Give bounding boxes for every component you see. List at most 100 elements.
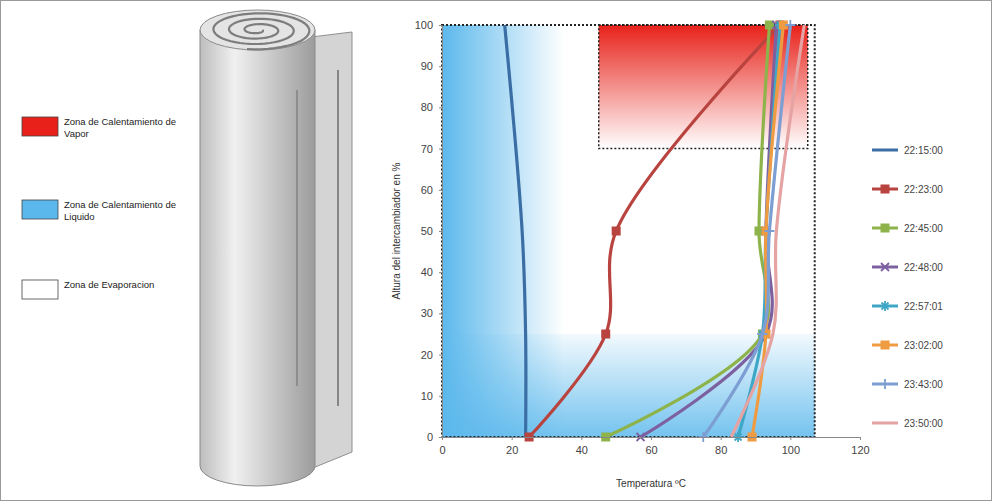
zone-label: Zona de Calentamiento deLiquido: [64, 199, 176, 222]
zone-frame: [442, 25, 815, 437]
zone-label-line: Zona de Calentamiento de: [64, 116, 176, 127]
zone-label-line: Zona de Evaporacion: [64, 279, 154, 290]
y-tick-mark: [439, 107, 442, 108]
x-tick-mark: [790, 437, 791, 440]
y-tick-label: 100: [415, 19, 433, 31]
legend-label: 22:48:00: [904, 262, 943, 273]
y-tick: 0: [427, 431, 442, 443]
chart-root: Zona de Calentamiento deVaporZona de Cal…: [0, 0, 992, 501]
x-tick-mark: [512, 437, 513, 440]
y-tick-mark: [439, 190, 442, 191]
x-tick: 60: [645, 437, 657, 456]
x-axis: 0 20 40 60 80 100 120: [439, 437, 869, 456]
cylinder-body: [200, 30, 315, 486]
series-point: [785, 20, 795, 30]
y-tick: 50: [421, 225, 442, 237]
y-tick-label: 10: [421, 390, 433, 402]
x-tick-label: 0: [439, 444, 445, 456]
series-line: [752, 25, 783, 437]
y-tick-mark: [439, 25, 442, 26]
y-tick-mark: [439, 396, 442, 397]
y-tick-label: 70: [421, 143, 433, 155]
x-tick-mark: [651, 437, 652, 440]
zone-label-line: Vapor: [64, 128, 89, 139]
y-tick: 100: [415, 19, 442, 31]
y-tick-label: 30: [421, 307, 433, 319]
legend-label: 22:23:00: [904, 184, 943, 195]
zone-swatch: [22, 200, 58, 219]
y-axis: 0 10 20 30 40 50 60 70 80 90 100: [415, 19, 443, 443]
x-tick-label: 60: [645, 444, 657, 456]
x-tick-mark: [581, 437, 582, 440]
x-tick: 20: [506, 437, 518, 456]
x-tick-label: 40: [576, 444, 588, 456]
y-tick: 30: [421, 307, 442, 319]
legend-marker: [880, 379, 890, 389]
x-tick: 0: [439, 437, 445, 456]
series-point: [757, 329, 767, 339]
legend-label: 22:57:01: [904, 301, 943, 312]
y-tick-label: 40: [421, 266, 433, 278]
legend-marker: [881, 263, 889, 271]
legend-line: [872, 149, 898, 152]
zone-swatch: [22, 280, 58, 299]
zone-label-line: Liquido: [64, 211, 95, 222]
zone-swatch: [22, 117, 58, 136]
y-tick-mark: [439, 437, 442, 438]
y-tick-label: 0: [427, 431, 433, 443]
y-tick-label: 90: [421, 60, 433, 72]
exchanger-illustration: [200, 10, 352, 486]
cylinder-top: [200, 10, 315, 50]
y-tick-mark: [439, 231, 442, 232]
legend-marker: [880, 301, 890, 311]
y-tick-label: 60: [421, 184, 433, 196]
legend-label: 22:15:00: [904, 145, 943, 156]
x-tick-mark: [721, 437, 722, 440]
zone-label: Zona de Calentamiento deVapor: [64, 116, 176, 139]
y-tick-label: 50: [421, 225, 433, 237]
y-tick-mark: [439, 149, 442, 150]
y-tick-mark: [439, 66, 442, 67]
legend-line: [872, 422, 898, 425]
legend: 22:15:00 22:23:00 22:45:00 22:48:00 22:57:01…: [872, 145, 943, 429]
x-tick-label: 120: [851, 444, 869, 456]
x-tick: 80: [715, 437, 727, 456]
y-tick: 40: [421, 266, 442, 278]
y-tick: 80: [421, 101, 442, 113]
x-axis-line: [443, 438, 861, 441]
series-line: [731, 25, 804, 437]
zone-label-line: Zona de Calentamiento de: [64, 199, 176, 210]
spiral: [213, 13, 309, 49]
plot-area: [442, 20, 815, 442]
zone-legend: Zona de Calentamiento deVaporZona de Cal…: [22, 116, 176, 299]
sheet-seam: [337, 70, 339, 406]
x-axis-title: Temperatura ºC: [616, 478, 686, 489]
x-tick-label: 80: [715, 444, 727, 456]
y-tick: 60: [421, 184, 442, 196]
y-tick: 20: [421, 349, 442, 361]
legend-label: 23:50:00: [904, 418, 943, 429]
series-line: [505, 25, 526, 437]
x-tick-label: 100: [782, 444, 800, 456]
series-point: [612, 227, 621, 236]
x-tick: 120: [851, 437, 869, 456]
legend-marker: [881, 185, 890, 194]
legend-label: 23:43:00: [904, 379, 943, 390]
zone-area: [442, 25, 564, 437]
legend-marker: [881, 341, 890, 350]
legend-label: 23:02:00: [904, 340, 943, 351]
series-point: [764, 226, 774, 236]
zone-label: Zona de Evaporacion: [64, 279, 154, 290]
cylinder-seam: [296, 90, 297, 386]
x-tick-mark: [860, 437, 861, 440]
series-point: [601, 330, 610, 339]
legend-label: 22:45:00: [904, 223, 943, 234]
y-tick-mark: [439, 355, 442, 356]
legend-marker: [881, 224, 890, 233]
y-tick: 10: [421, 390, 442, 402]
x-tick: 100: [782, 437, 800, 456]
x-tick-label: 20: [506, 444, 518, 456]
y-axis-title: Altura del intercambiador en %: [391, 163, 402, 300]
series-line: [641, 25, 777, 437]
y-tick: 90: [421, 60, 442, 72]
